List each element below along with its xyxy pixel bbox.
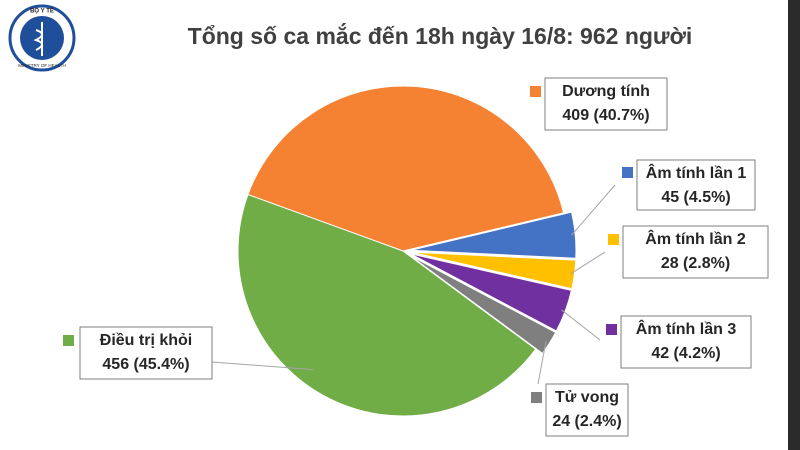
category-label: Âm tính lần 2 xyxy=(645,229,746,248)
legend-swatch xyxy=(606,324,617,335)
chart-title: Tổng số ca mắc đến 18h ngày 16/8: 962 ng… xyxy=(188,22,693,49)
category-label: Điều trị khỏi xyxy=(100,332,192,349)
value-label: 409 (40.7%) xyxy=(562,107,649,124)
logo: BỘ Y TẾ MINISTRY OF HEALTH xyxy=(8,4,76,72)
label-box xyxy=(79,326,213,380)
legend-swatch xyxy=(530,86,541,97)
logo-top: BỘ Y TẾ xyxy=(30,7,54,15)
label-box xyxy=(545,383,629,437)
leader-line xyxy=(537,340,547,385)
pie-slice xyxy=(410,253,572,332)
pie-slice xyxy=(409,254,557,355)
pie-slice xyxy=(410,251,577,290)
value-label: 28 (2.8%) xyxy=(661,255,730,272)
legend-swatch xyxy=(608,234,619,245)
label-box xyxy=(620,315,752,369)
pie-slice xyxy=(410,211,577,259)
category-label: Âm tính lần 1 xyxy=(646,163,747,182)
pie-slice xyxy=(247,85,565,252)
category-label: Tử vong xyxy=(555,389,619,406)
leader-line xyxy=(211,361,314,371)
leader-line xyxy=(561,309,601,341)
label-box xyxy=(544,77,668,131)
value-label: 24 (2.4%) xyxy=(552,413,621,430)
leader-line xyxy=(570,184,616,236)
category-label: Âm tính lần 3 xyxy=(636,319,737,338)
legend-swatch xyxy=(622,167,633,178)
logo-bottom: MINISTRY OF HEALTH xyxy=(18,63,66,68)
logo-symbol xyxy=(33,22,43,56)
category-label: Dương tính xyxy=(562,83,650,100)
label-box xyxy=(636,159,756,211)
screen-edge xyxy=(788,0,800,450)
leader-line xyxy=(570,251,606,275)
value-label: 42 (4.2%) xyxy=(651,345,720,362)
value-label: 456 (45.4%) xyxy=(102,356,189,373)
legend-swatch xyxy=(531,392,542,403)
pie-slice xyxy=(237,193,537,417)
label-box xyxy=(622,225,769,279)
legend-swatch xyxy=(63,335,74,346)
value-label: 45 (4.5%) xyxy=(661,189,730,206)
